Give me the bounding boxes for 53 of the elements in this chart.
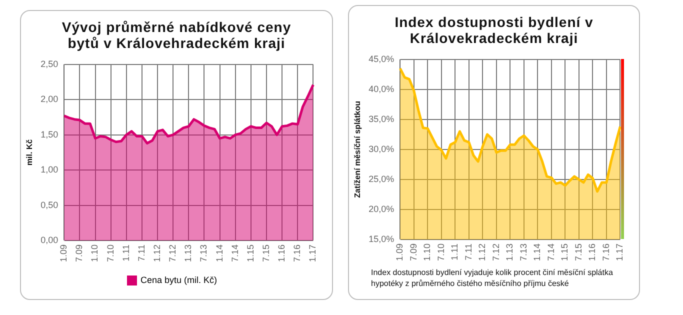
x-tick-label: 1.16 bbox=[587, 243, 598, 262]
x-tick-label: 1.14 bbox=[532, 243, 542, 262]
y-tick-label: 25,0% bbox=[368, 174, 394, 184]
x-tick-label: 7.09 bbox=[74, 244, 84, 262]
x-tick-label: 1.11 bbox=[450, 243, 460, 260]
x-tick-label: 1.15 bbox=[560, 243, 570, 262]
x-tick-label: 7.14 bbox=[230, 244, 240, 262]
chart-title: Index dostupnosti bydlení v Královekradeckém kraji bbox=[394, 14, 594, 46]
y-tick-label: 2,50 bbox=[40, 58, 58, 69]
y-tick-label: 0,50 bbox=[40, 200, 58, 210]
x-tick-label: 7.11 bbox=[463, 243, 474, 260]
y-tick-label: 1,50 bbox=[40, 129, 58, 140]
x-tick-label: 1.15 bbox=[245, 244, 256, 262]
x-tick-label: 7.15 bbox=[260, 244, 271, 262]
x-tick-label: 1.10 bbox=[422, 243, 432, 262]
y-axis-title: mil. Kč bbox=[25, 138, 34, 166]
x-tick-label: 1.09 bbox=[58, 244, 69, 262]
x-tick-label: 7.13 bbox=[518, 243, 528, 262]
x-tick-label: 1.12 bbox=[477, 243, 488, 262]
y-tick-label: 1,00 bbox=[40, 164, 58, 175]
y-tick-label: 35,0% bbox=[368, 114, 394, 124]
x-tick-label: 7.12 bbox=[168, 244, 178, 262]
x-tick-label: 1.11 bbox=[120, 244, 131, 262]
x-tick-label: 7.16 bbox=[292, 244, 302, 262]
x-tick-label: 7.11 bbox=[136, 244, 146, 262]
x-tick-label: 1.17 bbox=[614, 243, 625, 262]
x-tick-label: 1.13 bbox=[504, 243, 515, 262]
y-tick-label: 45,0% bbox=[368, 54, 394, 64]
y-tick-label: 20,0% bbox=[368, 204, 394, 214]
y-axis-title: Zatížení měsíční splátkou bbox=[353, 100, 362, 198]
x-tick-label: 7.10 bbox=[436, 243, 446, 262]
x-tick-label: 1.09 bbox=[394, 243, 405, 262]
x-tick-label: 7.14 bbox=[546, 243, 556, 262]
x-tick-label: 1.14 bbox=[214, 244, 224, 262]
x-tick-label: 7.12 bbox=[490, 243, 501, 262]
x-tick-label: 1.12 bbox=[152, 244, 162, 262]
y-tick-label: 0,00 bbox=[40, 234, 58, 245]
y-tick-label: 40,0% bbox=[368, 84, 394, 94]
x-tick-label: 7.10 bbox=[105, 244, 116, 262]
text: Index dostupnosti bydlení vyjaduje kolik procent činí měsíční splátka hypotéky z průměrného čistého měsíčního příjmu české bbox=[371, 267, 614, 289]
legend-label: Cena bytu (mil. Kč) bbox=[140, 274, 218, 285]
x-tick-label: 7.09 bbox=[408, 243, 418, 262]
x-tick-label: 1.13 bbox=[183, 244, 194, 262]
chart-title: Vývoj průměrné nabídkové ceny bytů v Královehradeckém kraji bbox=[60, 19, 292, 51]
x-tick-label: 1.16 bbox=[276, 244, 287, 262]
y-tick-label: 2,00 bbox=[40, 94, 58, 104]
y-tick-label: 30,0% bbox=[368, 144, 394, 154]
y-tick-label: 15,0% bbox=[368, 234, 394, 244]
x-tick-label: 7.15 bbox=[573, 243, 584, 262]
x-tick-label: 1.10 bbox=[90, 244, 100, 262]
x-tick-label: 7.13 bbox=[198, 244, 209, 262]
x-tick-label: 1.17 bbox=[308, 244, 318, 262]
x-tick-label: 7.16 bbox=[600, 243, 611, 262]
